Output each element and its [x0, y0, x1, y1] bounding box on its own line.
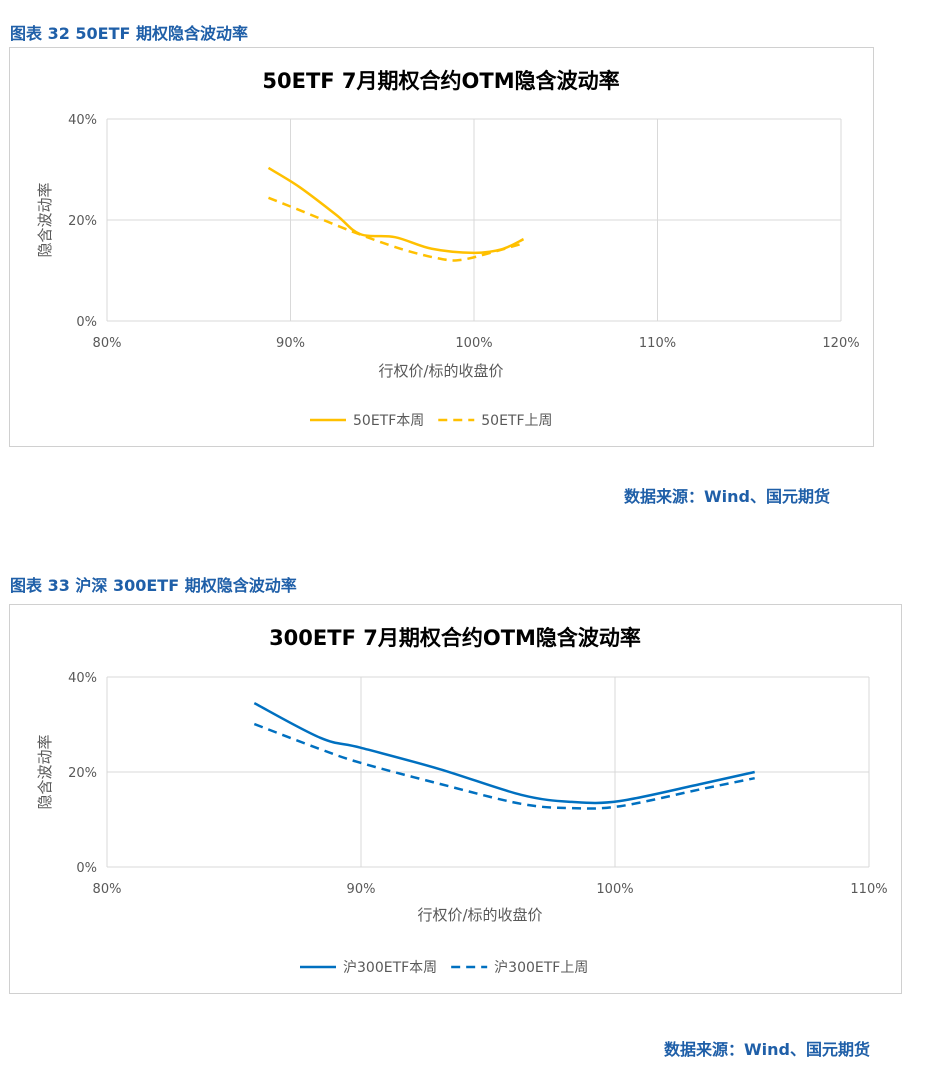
y-tick-label: 0% — [76, 315, 97, 330]
legend-label: 50ETF上周 — [481, 413, 552, 429]
source-note-32: 数据来源：Wind、国元期货 — [624, 487, 830, 506]
x-tick-label: 100% — [596, 882, 633, 897]
y-tick-label: 40% — [68, 671, 97, 686]
x-tick-label: 100% — [455, 336, 492, 351]
chart-container-50etf: 50ETF 7月期权合约OTM隐含波动率 0% 20% 40% 80% 90% 100% 11… — [9, 47, 874, 447]
x-axis-label: 行权价/标的收盘价 — [378, 362, 503, 380]
x-tick-label: 80% — [93, 882, 122, 897]
chart-300etf: 300ETF 7月期权合约OTM隐含波动率 0% 20% 40% 80% 90% 100% 1… — [36, 626, 888, 976]
y-axis-label: 隐含波动率 — [36, 182, 54, 257]
y-tick-label: 20% — [68, 214, 97, 229]
source-note-33: 数据来源：Wind、国元期货 — [664, 1040, 870, 1059]
x-tick-label: 110% — [850, 882, 887, 897]
x-tick-label: 80% — [93, 336, 122, 351]
chart-title: 50ETF 7月期权合约OTM隐含波动率 — [262, 69, 619, 93]
chart-container-300etf: 300ETF 7月期权合约OTM隐含波动率 0% 20% 40% 80% 90% 100% 1… — [9, 604, 902, 994]
x-tick-label: 120% — [822, 336, 859, 351]
chart-title: 300ETF 7月期权合约OTM隐含波动率 — [269, 626, 641, 650]
figure-caption-33: 图表 33 沪深 300ETF 期权隐含波动率 — [10, 576, 297, 595]
legend-label: 沪300ETF本周 — [343, 960, 437, 976]
y-tick-label: 0% — [76, 861, 97, 876]
x-axis-label: 行权价/标的收盘价 — [417, 906, 542, 924]
series-line-this-week — [267, 166, 525, 255]
chart-50etf: 50ETF 7月期权合约OTM隐含波动率 0% 20% 40% 80% 90% 100% 11… — [36, 69, 860, 429]
x-tick-label: 110% — [639, 336, 676, 351]
x-tick-label: 90% — [276, 336, 305, 351]
series-line-last-week — [253, 722, 755, 810]
x-tick-label: 90% — [347, 882, 376, 897]
legend-label: 50ETF本周 — [353, 413, 424, 429]
series-line-this-week — [253, 702, 755, 805]
y-tick-label: 40% — [68, 113, 97, 128]
figure-caption-32: 图表 32 50ETF 期权隐含波动率 — [10, 24, 249, 43]
legend-label: 沪300ETF上周 — [494, 960, 588, 976]
y-tick-label: 20% — [68, 766, 97, 781]
series-line-last-week — [268, 196, 524, 262]
y-axis-label: 隐含波动率 — [36, 734, 54, 809]
